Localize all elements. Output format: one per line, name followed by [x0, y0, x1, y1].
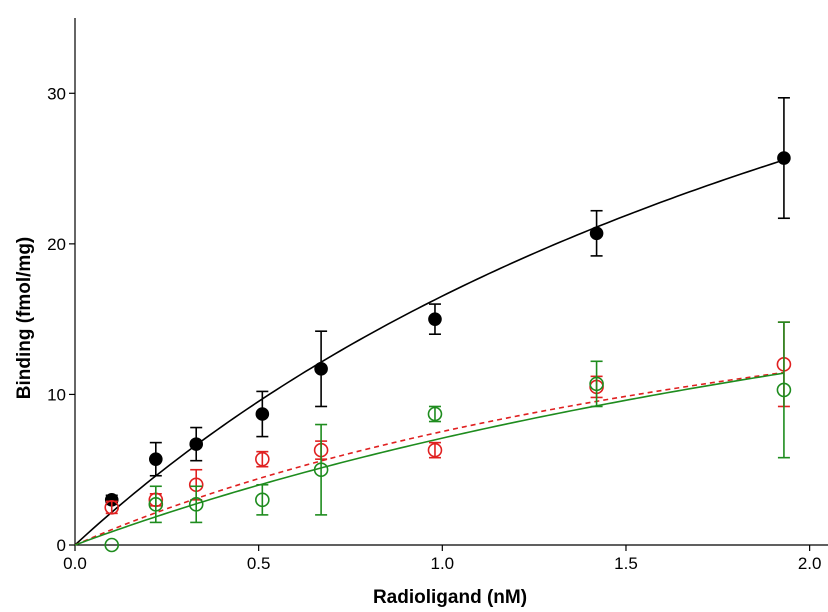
y-tick-label: 0	[57, 536, 66, 555]
x-axis-title: Radioligand (nM)	[373, 587, 527, 608]
axes: 0.0 0.5 1.0 1.5 2.0 0 10 20 30	[47, 18, 828, 573]
data-point	[776, 382, 792, 398]
x-tick-label: 1.5	[614, 554, 638, 573]
x-tick-label: 0.0	[63, 554, 87, 573]
data-point	[149, 452, 163, 466]
data-markers	[104, 97, 792, 553]
x-tick-label: 1.0	[430, 554, 454, 573]
data-point	[428, 312, 442, 326]
x-tick-label: 2.0	[798, 554, 822, 573]
data-point	[148, 497, 164, 512]
data-point	[427, 406, 443, 422]
y-tick-label: 30	[47, 84, 66, 103]
data-point	[104, 500, 120, 515]
data-point	[427, 442, 443, 458]
y-tick-label: 10	[47, 385, 66, 404]
fit-curves	[74, 159, 785, 546]
data-point	[777, 151, 791, 165]
data-point	[589, 226, 604, 241]
data-point	[188, 497, 204, 512]
data-point	[313, 462, 329, 478]
data-point	[255, 492, 270, 508]
x-tick-label: 0.5	[247, 554, 271, 573]
y-tick-label: 20	[47, 235, 66, 254]
data-point	[189, 437, 204, 451]
fit-curve-1	[74, 159, 785, 546]
y-axis-title: Binding (fmol/mg)	[14, 237, 35, 400]
data-point	[255, 407, 270, 421]
data-point	[314, 362, 328, 376]
data-point	[589, 376, 604, 392]
fit-curve-2	[74, 371, 785, 546]
data-point	[255, 451, 270, 467]
fit-curve-3	[74, 372, 785, 546]
data-point	[104, 537, 120, 553]
